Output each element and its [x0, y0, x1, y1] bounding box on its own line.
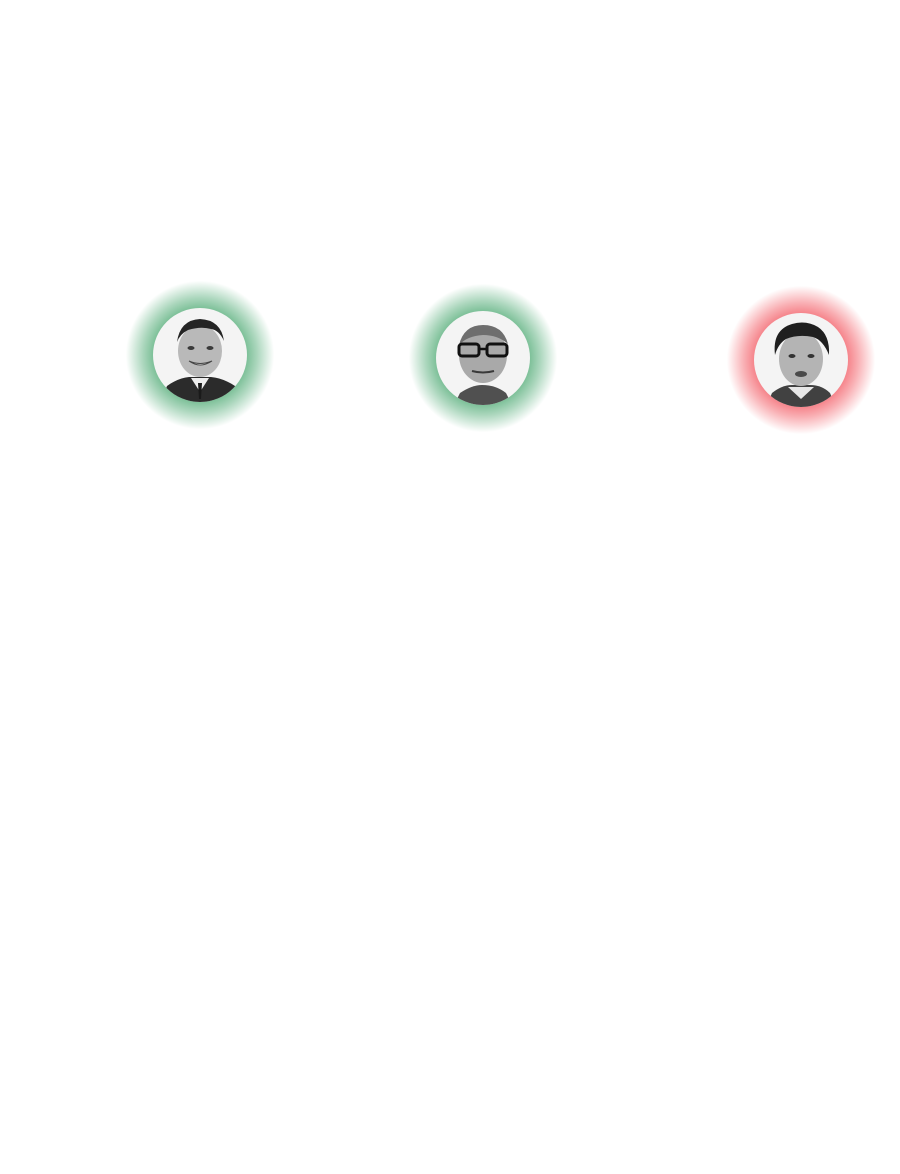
portrait-2-photo: [436, 311, 530, 405]
portrait-1-photo: [153, 308, 247, 402]
portrait-3-photo: [754, 313, 848, 407]
portrait-3: [726, 285, 876, 435]
portrait-1: [125, 280, 275, 430]
politician-portrait-1-icon: [153, 308, 247, 402]
politician-portrait-2-icon: [436, 311, 530, 405]
politician-portrait-3-icon: [754, 313, 848, 407]
portrait-2: [408, 283, 558, 433]
